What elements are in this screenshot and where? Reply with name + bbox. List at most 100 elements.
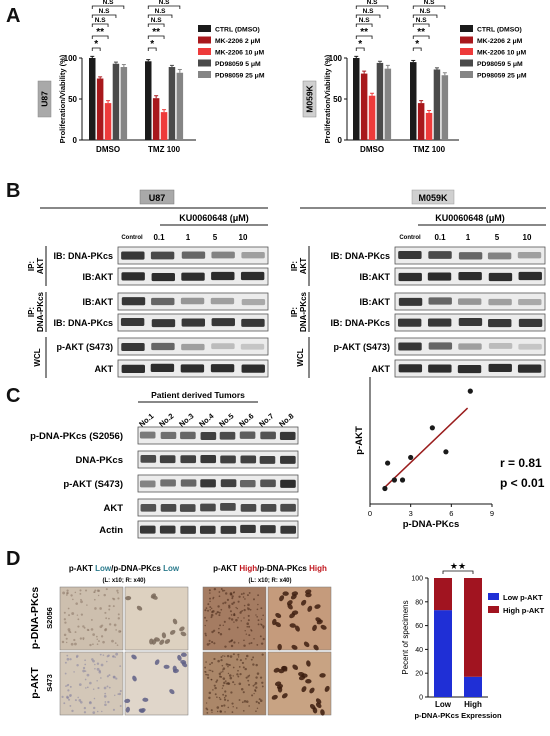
blot-band [240, 271, 265, 281]
blot-band [220, 455, 236, 464]
blot-band [427, 318, 452, 327]
bar [417, 103, 425, 140]
tissue-speckle [208, 691, 212, 695]
cell-nucleus [124, 698, 131, 704]
tag-u87-text: U87 [149, 193, 166, 203]
tissue-speckle [246, 625, 249, 628]
tissue-speckle [114, 642, 117, 644]
tumor-header: Patient derived Tumors [151, 390, 245, 400]
y-tick-label: 50 [68, 95, 77, 104]
cell-nucleus [131, 654, 137, 660]
cell-nucleus [314, 604, 321, 609]
regression-line [383, 407, 469, 490]
cell-nucleus [169, 629, 176, 635]
legend-label: Low p-AKT [503, 593, 543, 602]
tissue-speckle [241, 610, 244, 612]
significance-bracket [147, 35, 165, 39]
cell-nucleus [154, 659, 160, 666]
significance-label: N.S [103, 0, 115, 6]
cell-nucleus [125, 706, 130, 713]
cell-nucleus [319, 673, 326, 678]
tissue-speckle [260, 623, 262, 625]
tissue-speckle [79, 700, 83, 704]
tissue-speckle [222, 667, 226, 670]
ihc-title-low: p-AKT Low/p-DNA-PKcs Low [69, 564, 180, 573]
cell-nucleus [289, 623, 296, 628]
tissue-speckle [216, 710, 219, 713]
tissue-speckle [218, 611, 221, 614]
tissue-speckle [243, 644, 246, 647]
tissue-speckle [257, 619, 260, 622]
tissue-speckle [101, 710, 103, 713]
blot-band [518, 298, 542, 306]
tissue-speckle [261, 685, 264, 688]
blot-band [210, 364, 235, 373]
significance-label: N.S [99, 8, 111, 15]
x-tick-label: High [464, 700, 482, 709]
tissue-speckle [93, 598, 96, 601]
significance-label: N.S [155, 8, 167, 15]
cell-nucleus [282, 591, 289, 596]
tissue-speckle [212, 689, 214, 691]
blot-band [279, 431, 296, 440]
lane-label: 10 [239, 233, 248, 242]
tissue-speckle [256, 615, 258, 618]
cell-nucleus [151, 638, 157, 645]
tissue-speckle [250, 629, 252, 631]
data-point [467, 388, 473, 394]
side-label: DNA-PKcs [36, 291, 45, 332]
tissue-speckle [214, 693, 217, 696]
tissue-speckle [88, 701, 92, 705]
blot-band [518, 318, 543, 327]
tissue-speckle [260, 618, 263, 621]
tissue-speckle [236, 607, 239, 610]
ihc-title-high-part: p-AKT [213, 564, 239, 573]
blot-band [398, 297, 423, 306]
tissue-speckle [261, 653, 264, 656]
tissue-speckle [208, 696, 211, 700]
legend-label: CTRL (DMSO) [477, 27, 522, 34]
tissue-speckle [112, 708, 115, 711]
legend-swatch [198, 71, 211, 78]
tissue-speckle [63, 702, 66, 705]
significance-label: * [150, 39, 154, 50]
legend-swatch [460, 25, 473, 32]
tissue-speckle [67, 698, 71, 701]
tissue-speckle [96, 710, 99, 713]
tissue-speckle [210, 669, 212, 672]
blot-band [458, 252, 483, 260]
side-label: WCL [33, 348, 42, 366]
tissue-speckle [215, 680, 218, 683]
blot-band [427, 272, 452, 281]
tissue-speckle [94, 589, 97, 592]
lane-label: 1 [466, 233, 471, 242]
tissue-speckle [252, 656, 255, 659]
tissue-speckle [237, 653, 240, 656]
data-point [382, 485, 388, 492]
blot-band [220, 525, 237, 534]
tissue-speckle [209, 663, 211, 666]
blot-band [280, 525, 297, 534]
blot-band [200, 503, 216, 512]
cell-nucleus [312, 624, 317, 632]
tissue-speckle [233, 614, 236, 617]
tag-m059k-text: M059K [418, 193, 448, 203]
y-tick-label: 50 [333, 95, 342, 104]
blot-band [181, 251, 206, 259]
tissue-speckle [85, 589, 88, 592]
blot-band [211, 271, 235, 281]
blot-band [200, 432, 217, 440]
ihc-magnification-high: (L: x10; R: x40) [248, 578, 291, 584]
tissue-speckle [218, 696, 221, 699]
tissue-speckle [224, 655, 226, 657]
ihc-magnification-low: (L: x10; R: x40) [102, 578, 145, 584]
tissue-speckle [247, 679, 250, 682]
legend-label: MK-2206 2 μM [477, 38, 523, 45]
tissue-speckle [231, 595, 234, 598]
tissue-speckle [63, 633, 67, 637]
tissue-speckle [83, 711, 87, 714]
tissue-speckle [93, 697, 96, 700]
y-tick-label: 100 [64, 54, 78, 63]
blot-band [517, 251, 542, 259]
legend-label: PD98059 25 μM [215, 73, 265, 80]
